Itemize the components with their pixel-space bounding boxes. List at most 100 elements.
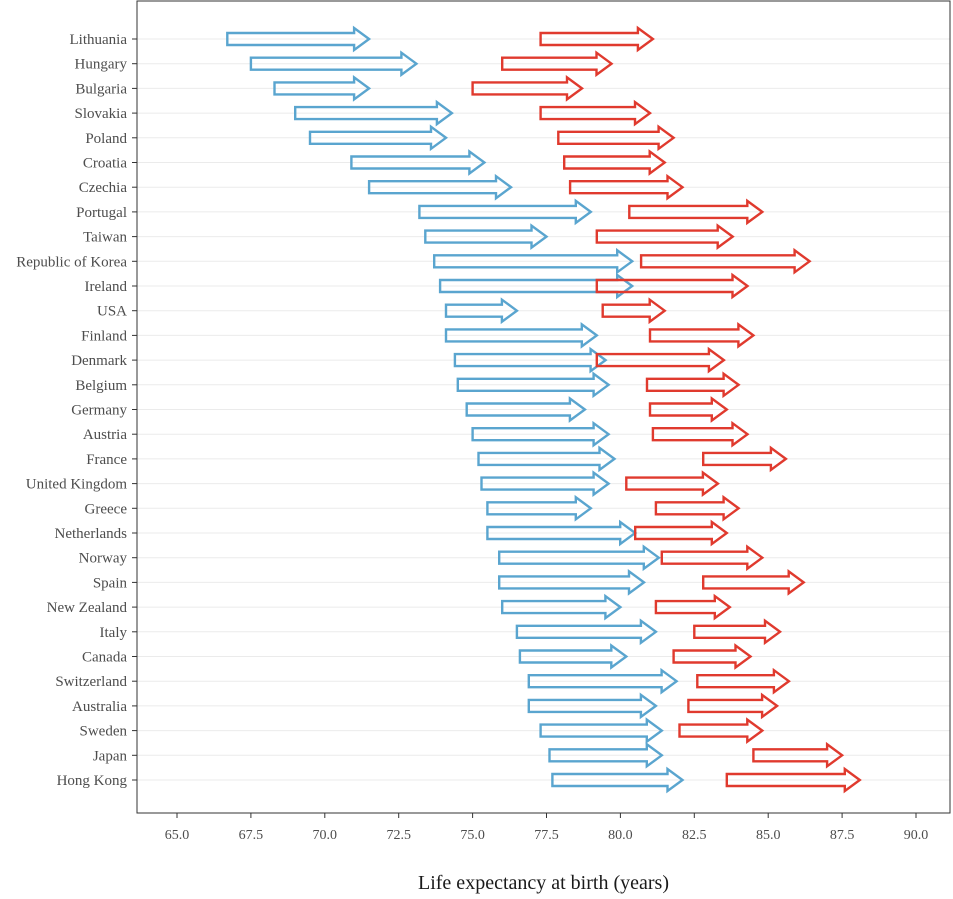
arrow-series-1: [527, 667, 679, 695]
x-tick-label: 67.5: [239, 828, 264, 843]
arrow-series-1: [308, 124, 449, 152]
plot-panel-border: [136, 0, 951, 814]
x-tick-label: 75.0: [460, 828, 485, 843]
arrow-series-1: [539, 717, 664, 744]
arrow-series-2: [625, 470, 720, 497]
y-tick-label: Finland: [81, 328, 127, 344]
y-axis-labels: Lithuania Hungary Bulgaria Slovakia Poland Cr…: [16, 32, 137, 789]
arrow-series-2: [752, 741, 845, 769]
arrow-series-1: [350, 149, 487, 176]
y-tick-label: Japan: [93, 748, 128, 764]
grid: [137, 38, 950, 781]
arrow-series-2: [654, 593, 732, 621]
x-tick-label: 77.5: [534, 828, 559, 843]
arrow-series-2: [678, 717, 765, 744]
arrow-series-1: [456, 371, 611, 399]
y-tick-label: Switzerland: [55, 674, 127, 690]
x-tick-label: 80.0: [608, 828, 633, 843]
arrow-series-2: [595, 272, 750, 300]
y-tick-label: Norway: [79, 551, 128, 567]
arrow-series-2: [648, 396, 729, 423]
y-tick-label: Slovakia: [75, 106, 128, 122]
y-tick-label: Netherlands: [55, 526, 128, 542]
arrow-series-1: [527, 692, 658, 720]
arrow-series-1: [444, 297, 519, 325]
arrow-series-2: [557, 124, 676, 152]
y-tick-label: Belgium: [75, 378, 127, 394]
y-tick-label: Hong Kong: [57, 773, 128, 789]
arrow-series-2: [702, 569, 806, 596]
arrow-series-2: [651, 420, 750, 448]
y-tick-label: Lithuania: [70, 32, 128, 48]
y-tick-label: Croatia: [83, 156, 127, 172]
y-tick-label: Italy: [100, 625, 128, 641]
x-tick-label: 90.0: [904, 828, 929, 843]
arrow-series-1: [486, 494, 593, 522]
y-tick-label: Australia: [72, 699, 127, 715]
arrow-series-1: [418, 198, 593, 226]
x-tick-label: 82.5: [682, 828, 707, 843]
y-tick-label: Sweden: [80, 724, 128, 740]
x-tick-label: 70.0: [313, 828, 338, 843]
arrow-series-2: [601, 297, 667, 325]
arrow-series-2: [595, 346, 726, 374]
y-tick-label: Germany: [71, 403, 127, 419]
arrow-series-2: [639, 247, 812, 275]
arrow-series-1: [477, 445, 617, 473]
x-tick-label: 87.5: [830, 828, 855, 843]
x-tick-label: 72.5: [386, 828, 411, 843]
y-tick-label: USA: [97, 304, 127, 320]
y-tick-label: Canada: [82, 650, 127, 666]
arrow-series-2: [672, 643, 753, 670]
arrow-series-2: [628, 198, 765, 226]
arrow-series-1: [294, 99, 454, 127]
arrow-series-1: [273, 75, 372, 102]
arrow-series-1: [249, 50, 419, 78]
y-tick-label: Poland: [85, 131, 127, 147]
arrow-series-2: [563, 149, 667, 176]
arrow-series-1: [498, 544, 661, 572]
arrow-series-1: [501, 593, 623, 621]
arrow-series-1: [548, 741, 664, 769]
y-tick-label: New Zealand: [47, 600, 128, 616]
arrow-series-2: [660, 544, 765, 572]
y-tick-label: Hungary: [75, 57, 128, 73]
arrow-series-2: [687, 692, 780, 720]
y-tick-label: Ireland: [85, 279, 128, 295]
arrow-series-2: [725, 766, 862, 794]
x-tick-label: 85.0: [756, 828, 781, 843]
arrow-series-2: [645, 371, 741, 399]
arrow-series-1: [486, 519, 638, 547]
y-tick-label: Austria: [83, 427, 128, 443]
arrows: [226, 25, 862, 794]
arrow-series-1: [515, 618, 658, 646]
y-tick-label: Republic of Korea: [16, 254, 127, 270]
y-tick-label: Portugal: [76, 205, 127, 221]
arrow-series-1: [518, 643, 629, 670]
y-tick-label: Spain: [93, 575, 128, 591]
arrow-series-1: [480, 470, 611, 497]
arrow-series-1: [433, 247, 635, 275]
x-tick-label: 65.0: [165, 828, 190, 843]
arrow-series-2: [648, 322, 756, 349]
arrow-series-2: [501, 50, 614, 78]
arrow-series-2: [634, 519, 729, 547]
arrow-series-2: [595, 223, 735, 250]
y-tick-label: Greece: [85, 501, 128, 517]
arrow-series-1: [226, 25, 372, 53]
y-tick-label: United Kingdom: [26, 477, 128, 493]
arrow-series-2: [471, 75, 585, 102]
arrow-series-2: [693, 618, 783, 646]
arrow-series-1: [424, 223, 549, 250]
arrow-series-2: [702, 445, 788, 473]
y-tick-label: Czechia: [79, 180, 128, 196]
y-tick-label: France: [86, 452, 127, 468]
x-axis-title: Life expectancy at birth (years): [418, 872, 669, 894]
arrow-series-1: [367, 173, 514, 201]
arrow-series-1: [444, 322, 599, 349]
y-tick-label: Denmark: [71, 353, 127, 369]
arrow-series-2: [539, 25, 655, 53]
arrow-series-2: [696, 667, 791, 695]
